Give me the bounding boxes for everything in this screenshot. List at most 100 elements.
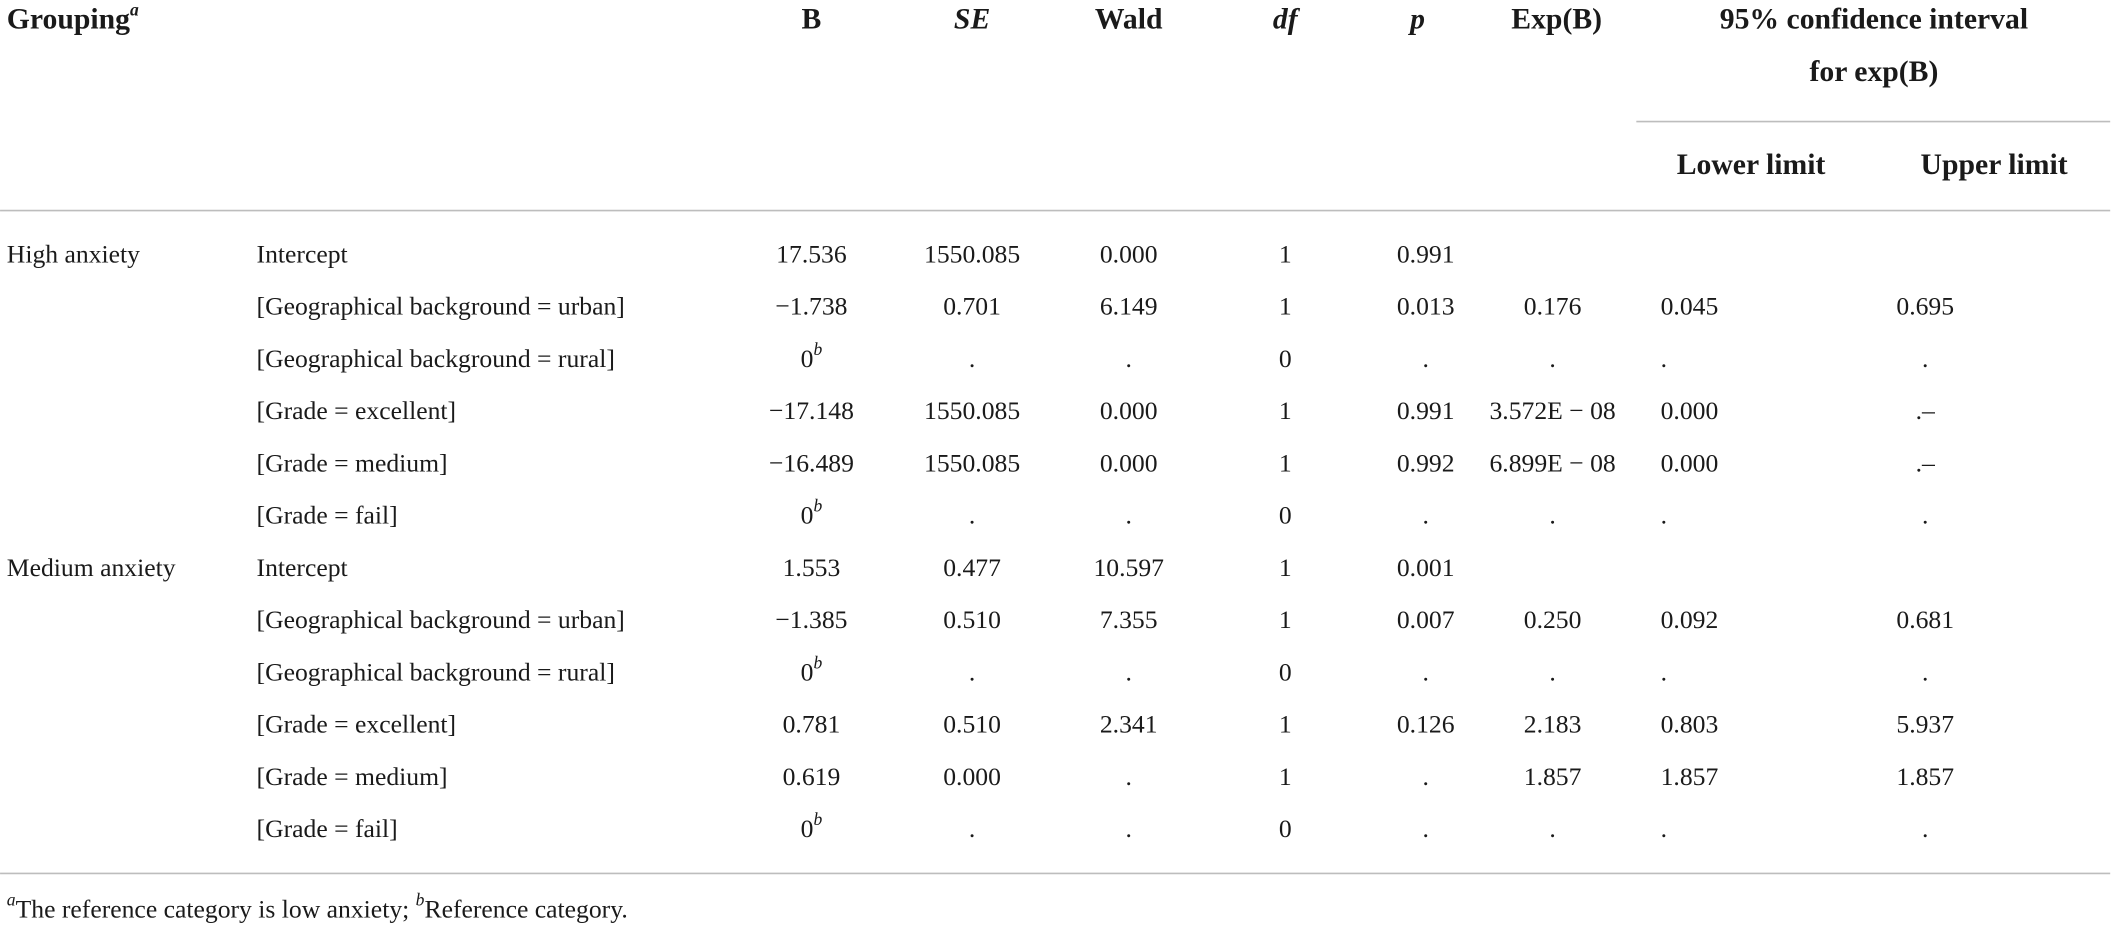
cell: 0.701	[943, 292, 1001, 321]
ci-title: 95% confidence interval	[1720, 3, 2028, 35]
cell: .	[1125, 344, 1131, 373]
cell: 1.857	[1661, 762, 1719, 791]
cell: .	[969, 814, 975, 843]
cell: 0.013	[1397, 292, 1455, 321]
footnote-text: Reference category.	[424, 894, 627, 923]
row-label: [Grade = excellent]	[257, 710, 457, 739]
superscript: b	[813, 339, 822, 359]
cell: .	[1922, 344, 1928, 373]
cell: 0	[1279, 657, 1292, 686]
superscript: b	[813, 496, 822, 516]
text-part: 0	[801, 657, 814, 686]
cell: 1550.085	[924, 396, 1020, 425]
row-label: Intercept	[257, 239, 348, 268]
cell: 5.937	[1896, 710, 1954, 739]
cell: 0.991	[1397, 396, 1455, 425]
column-header: Wald	[1095, 3, 1163, 35]
row-label: [Grade = fail]	[257, 501, 398, 530]
superscript: b	[813, 809, 822, 829]
cell: .	[1125, 501, 1131, 530]
cell: 0.045	[1661, 292, 1719, 321]
cell: .	[1423, 344, 1429, 373]
cell: 1.857	[1896, 762, 1954, 791]
cell: 0.176	[1524, 292, 1582, 321]
cell: 0b	[801, 496, 823, 530]
cell: 0.000	[1100, 448, 1158, 477]
cell: −1.385	[775, 605, 847, 634]
cell: 2.183	[1524, 710, 1582, 739]
cell: .	[1661, 814, 1667, 843]
text-part: Grouping	[7, 3, 130, 35]
row-label: [Grade = excellent]	[257, 396, 457, 425]
cell: 1	[1279, 239, 1292, 268]
cell: −1.738	[775, 292, 847, 321]
row-label: [Geographical background = urban]	[257, 605, 625, 634]
cell: .	[969, 657, 975, 686]
cell: .	[1549, 657, 1555, 686]
cell: 0.803	[1661, 710, 1719, 739]
cell: 0.619	[783, 762, 841, 791]
cell: 1	[1279, 762, 1292, 791]
cell: 0	[1279, 814, 1292, 843]
column-header: B	[802, 3, 822, 35]
cell: .	[1661, 501, 1667, 530]
cell: 7.355	[1100, 605, 1158, 634]
cell: −16.489	[769, 448, 854, 477]
cell: .	[1423, 762, 1429, 791]
cell: 0.681	[1896, 605, 1954, 634]
ci-column-header: Lower limit	[1677, 149, 1826, 181]
text-part: 0	[801, 344, 814, 373]
row-label: [Grade = medium]	[257, 762, 448, 791]
cell: 0.477	[943, 553, 1001, 582]
column-header: SE	[954, 3, 990, 35]
header-grouping: Groupinga	[7, 0, 139, 35]
footnote: aThe reference category is low anxiety; …	[7, 889, 628, 923]
group-name: High anxiety	[7, 239, 140, 268]
cell: 0.000	[1661, 396, 1719, 425]
cell: 0.250	[1524, 605, 1582, 634]
cell: .	[1549, 501, 1555, 530]
cell: .	[969, 501, 975, 530]
column-header: df	[1273, 3, 1301, 35]
cell: .	[1922, 501, 1928, 530]
cell: 1550.085	[924, 448, 1020, 477]
group-name: Medium anxiety	[7, 553, 176, 582]
cell: .	[1125, 762, 1131, 791]
cell: 0.510	[943, 605, 1001, 634]
row-label: [Geographical background = urban]	[257, 292, 625, 321]
cell: 1	[1279, 448, 1292, 477]
cell: .	[1125, 657, 1131, 686]
column-header: p	[1407, 3, 1425, 35]
cell: 1.553	[783, 553, 841, 582]
cell: 3.572E − 08	[1489, 396, 1615, 425]
cell: 1	[1279, 605, 1292, 634]
text-part: 0	[801, 814, 814, 843]
footnote-text: The reference category is low anxiety;	[16, 894, 416, 923]
cell: .–	[1916, 396, 1935, 425]
cell: 0b	[801, 339, 823, 373]
cell: 10.597	[1093, 553, 1164, 582]
cell: 0b	[801, 653, 823, 687]
cell: 0.126	[1397, 710, 1455, 739]
cell: .	[1423, 814, 1429, 843]
cell: 0.510	[943, 710, 1001, 739]
cell: 1	[1279, 710, 1292, 739]
cell: 1	[1279, 396, 1292, 425]
superscript: b	[813, 653, 822, 673]
ci-column-header: Upper limit	[1921, 149, 2068, 181]
cell: 6.149	[1100, 292, 1158, 321]
cell: 0.007	[1397, 605, 1455, 634]
superscript: a	[7, 889, 16, 909]
row-label: Intercept	[257, 553, 348, 582]
cell: .	[1549, 344, 1555, 373]
ci-title: for exp(B)	[1809, 56, 1938, 88]
cell: 0	[1279, 501, 1292, 530]
cell: .	[1423, 657, 1429, 686]
cell: 6.899E − 08	[1489, 448, 1615, 477]
cell: 0.000	[1100, 239, 1158, 268]
superscript: b	[416, 889, 425, 909]
cell: 1	[1279, 553, 1292, 582]
cell: −17.148	[769, 396, 854, 425]
